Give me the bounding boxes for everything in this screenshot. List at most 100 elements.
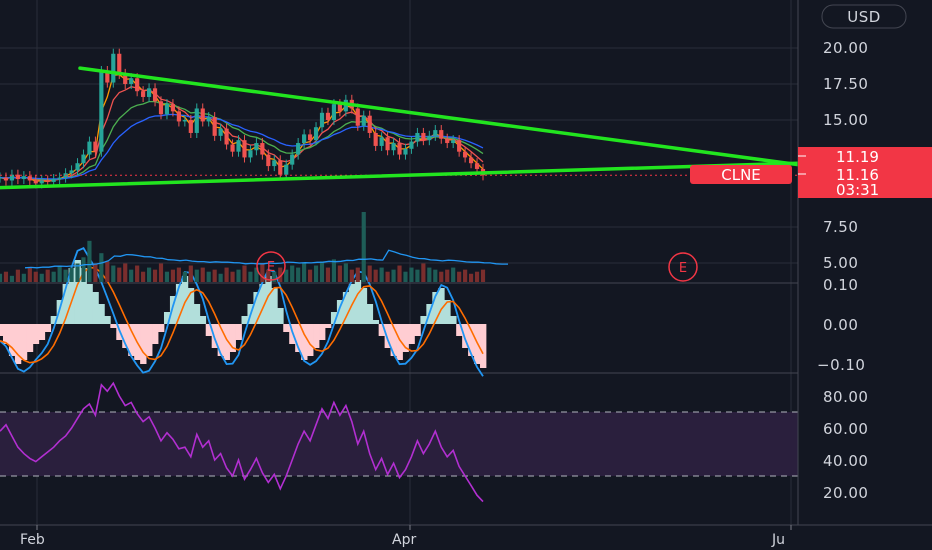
countdown-label: 03:31 — [836, 181, 879, 199]
macd-histogram-bar — [62, 284, 69, 324]
moving-average-1 — [0, 73, 484, 182]
volume-bar — [15, 269, 20, 282]
volume-bar — [123, 263, 128, 282]
volume-bar — [164, 271, 170, 282]
volume-bar — [480, 269, 486, 282]
volume-bar — [403, 271, 408, 282]
volume-bar — [355, 267, 360, 282]
volume-bar — [290, 265, 295, 282]
macd-histogram-bar — [336, 300, 344, 324]
candle-body — [158, 101, 164, 115]
volume-bar — [212, 269, 217, 282]
macd-histogram-bar — [360, 288, 368, 324]
candle-body — [99, 71, 104, 152]
macd-histogram-bar — [307, 324, 314, 356]
candle-body — [272, 160, 277, 167]
symbol-tag[interactable] — [690, 165, 792, 184]
currency-label: USD — [847, 8, 881, 26]
macd-histogram-bar — [68, 268, 75, 324]
macd-pane — [0, 247, 487, 377]
macd-histogram-bar — [92, 292, 99, 324]
time-axis[interactable]: Feb Apr Ju — [0, 524, 932, 550]
candle-body — [87, 141, 92, 155]
price-tag-last[interactable] — [798, 166, 932, 198]
x-tick-feb: Feb — [20, 532, 45, 548]
macd-histogram-bar — [283, 324, 290, 332]
volume-bar — [93, 263, 98, 282]
earnings-markers[interactable]: E E — [256, 251, 698, 282]
price-tick-5: 5.00 — [823, 254, 858, 272]
macd-histogram-bar — [330, 312, 338, 324]
price-tag-upper[interactable] — [798, 147, 932, 166]
macd-histogram-bar — [462, 324, 469, 348]
currency-button[interactable] — [821, 4, 907, 29]
macd-histogram-bar — [313, 324, 320, 348]
volume-bar — [39, 273, 44, 282]
candle-body — [403, 148, 408, 155]
volume-bar — [236, 269, 241, 282]
volume-bar — [105, 261, 110, 282]
trendline-upper[interactable] — [78, 66, 800, 167]
volume-bar — [0, 273, 3, 282]
macd-tick-neg: −0.10 — [817, 356, 865, 374]
macd-histogram-bar — [187, 288, 195, 324]
candle-body — [212, 117, 217, 136]
macd-histogram-bar — [271, 288, 278, 324]
candle-body — [39, 180, 44, 184]
volume-bar — [81, 257, 86, 282]
macd-histogram-bar — [265, 276, 272, 324]
volume-bar — [343, 263, 348, 282]
candle-body — [319, 112, 325, 128]
volume-bar — [463, 269, 468, 282]
candle-body — [182, 120, 187, 122]
candle-body — [146, 88, 152, 97]
volume-bar — [176, 267, 181, 282]
volume-bar — [242, 265, 247, 282]
macd-histogram-bar — [86, 284, 93, 324]
earnings-marker-2[interactable] — [668, 252, 698, 282]
time-axis-background — [0, 525, 798, 550]
macd-histogram-bar — [104, 316, 111, 324]
candle-body — [57, 177, 62, 180]
volume-bar — [117, 267, 122, 282]
candle-body — [123, 73, 128, 84]
volume-bar — [146, 267, 152, 282]
macd-histogram-bar — [396, 324, 403, 360]
symbol-tag-group[interactable]: CLNE — [690, 165, 792, 184]
signal-line — [0, 266, 484, 364]
candle-body — [105, 71, 110, 83]
candle-body — [278, 160, 283, 175]
volume-bar — [129, 269, 134, 282]
macd-histogram-bar — [456, 324, 463, 336]
macd-histogram-bar — [301, 324, 308, 360]
volume-bar — [302, 263, 307, 282]
macd-histogram-bar — [20, 324, 28, 360]
candle-body — [415, 132, 420, 142]
candle-body — [302, 134, 307, 144]
macd-histogram-bar — [14, 324, 22, 364]
macd-histogram-bar — [366, 304, 374, 324]
volume-bar — [325, 267, 331, 282]
candle-body — [313, 127, 319, 141]
rsi-tick-60: 60.00 — [823, 420, 868, 438]
volume-bar — [188, 265, 193, 282]
macd-histogram-bar — [199, 316, 207, 324]
candle-body — [391, 143, 396, 151]
candle-body — [141, 91, 146, 97]
candle-body — [337, 104, 342, 112]
macd-histogram-bar — [205, 324, 213, 336]
volume-bar — [296, 267, 301, 282]
trendline-lower[interactable] — [0, 161, 800, 190]
price-tick-17-5: 17.50 — [823, 75, 868, 93]
price-axis[interactable]: USD 20.00 17.50 15.00 7.50 5.00 0.10 0.0… — [797, 0, 932, 550]
macd-histogram-bar — [432, 292, 439, 324]
volume-bar — [421, 263, 426, 282]
earnings-marker-1[interactable] — [256, 251, 286, 281]
macd-histogram-bar — [241, 316, 248, 324]
candle-body — [379, 137, 384, 146]
macd-histogram-bar — [468, 324, 475, 356]
trendlines[interactable] — [0, 66, 800, 190]
candle-body — [15, 174, 20, 180]
macd-histogram-bar — [122, 324, 129, 348]
